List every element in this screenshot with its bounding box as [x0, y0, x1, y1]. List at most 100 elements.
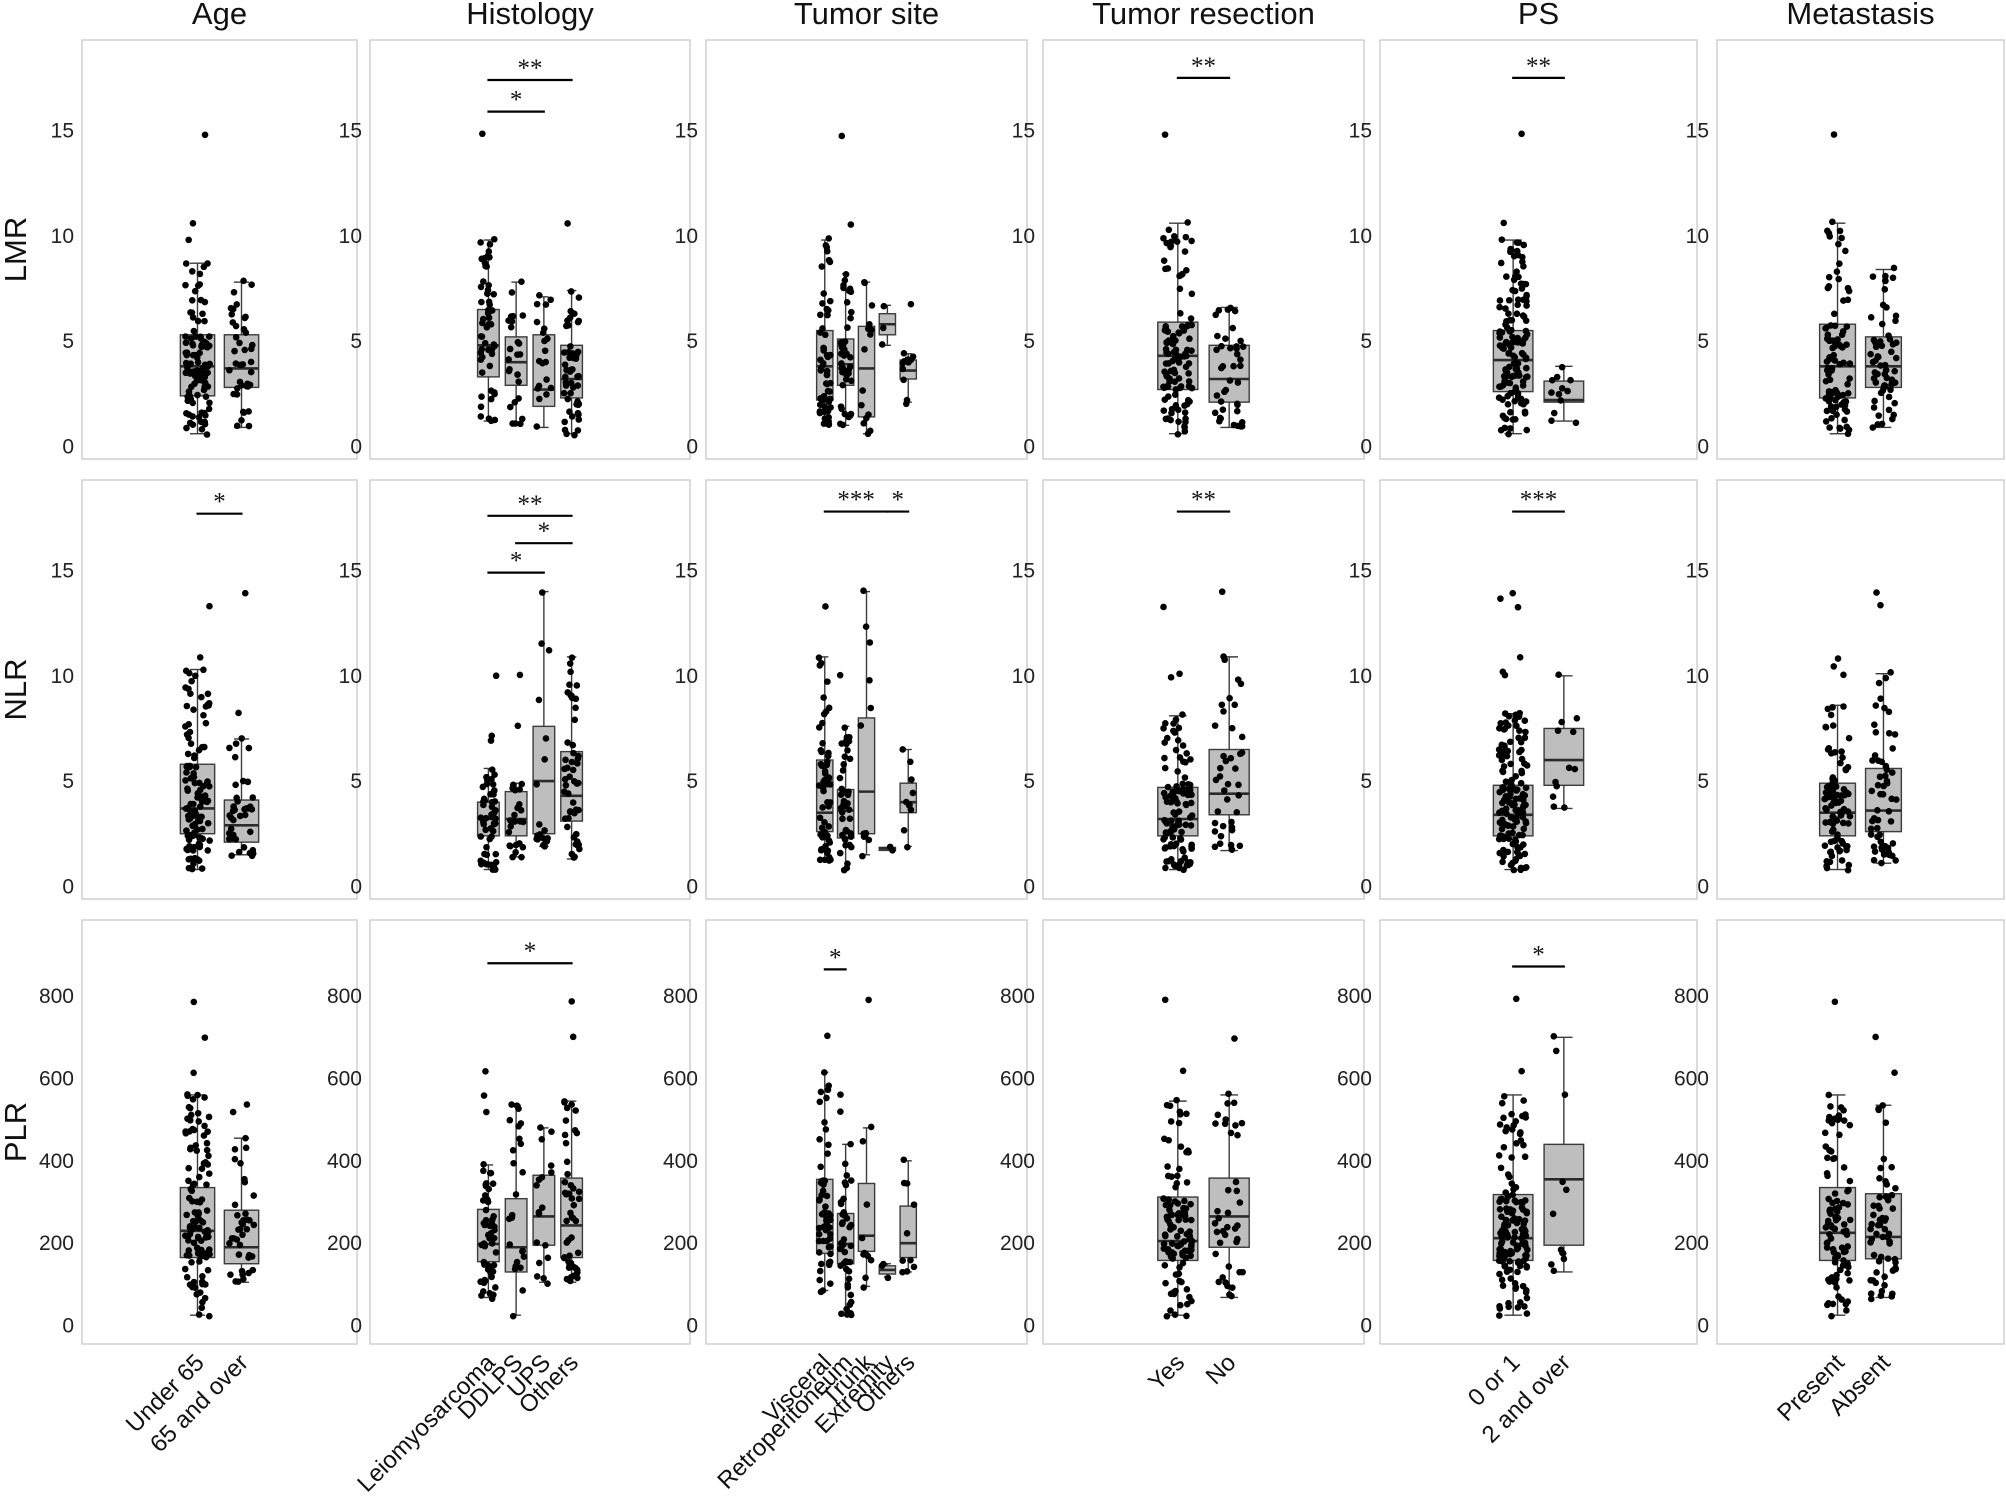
data-point — [191, 829, 198, 836]
data-point — [488, 1240, 496, 1247]
data-point — [910, 1263, 918, 1271]
data-point — [536, 292, 543, 299]
data-point — [195, 1173, 203, 1181]
data-point — [1514, 360, 1522, 367]
data-point — [183, 769, 190, 776]
data-point — [823, 1094, 830, 1102]
data-point — [478, 333, 486, 340]
data-point — [570, 749, 577, 757]
data-point — [483, 851, 491, 859]
data-point — [187, 309, 194, 316]
data-point — [535, 357, 543, 365]
data-point — [1224, 1209, 1232, 1217]
data-point — [1176, 1264, 1183, 1271]
data-point — [1221, 656, 1228, 664]
data-point — [1501, 710, 1509, 717]
data-point — [189, 413, 196, 420]
data-point — [1185, 378, 1193, 385]
data-point — [518, 415, 526, 423]
data-point — [1228, 823, 1236, 831]
data-point — [815, 1224, 823, 1232]
data-point — [1512, 1285, 1519, 1292]
data-point — [482, 262, 489, 270]
data-point — [1161, 739, 1168, 746]
data-point — [907, 300, 915, 308]
data-point — [574, 348, 582, 356]
data-point — [1508, 1154, 1515, 1161]
row-title: NLR — [0, 658, 33, 720]
data-point — [561, 815, 569, 823]
data-point — [1824, 1154, 1831, 1162]
data-point — [1882, 674, 1890, 682]
data-point — [198, 1304, 206, 1312]
data-point — [568, 1234, 575, 1241]
data-point — [201, 1094, 208, 1101]
data-point — [197, 296, 205, 304]
data-point — [1888, 1163, 1895, 1171]
data-point — [1233, 350, 1241, 358]
data-point — [245, 1251, 253, 1259]
data-point — [1879, 301, 1887, 309]
data-point — [480, 795, 488, 803]
data-point — [1235, 781, 1242, 789]
data-point — [816, 1276, 823, 1284]
data-point — [241, 589, 249, 597]
data-point — [1514, 1268, 1521, 1276]
data-point — [817, 311, 824, 319]
data-point — [508, 1101, 515, 1108]
data-point — [822, 1126, 830, 1133]
data-point — [1874, 807, 1881, 814]
data-point — [564, 220, 571, 227]
data-point — [1843, 789, 1851, 796]
data-point — [1840, 1164, 1848, 1171]
data-point — [1840, 703, 1847, 710]
data-point — [1887, 818, 1895, 825]
data-point — [1521, 734, 1529, 742]
data-point — [1183, 1148, 1190, 1156]
data-point — [1499, 786, 1507, 794]
data-point — [205, 333, 213, 340]
data-point — [185, 1247, 193, 1254]
data-point — [1171, 1311, 1179, 1318]
data-point — [1505, 722, 1512, 729]
data-point — [1836, 425, 1844, 433]
data-point — [1234, 1235, 1241, 1243]
data-point — [508, 1214, 516, 1221]
data-point — [1160, 1245, 1168, 1252]
data-point — [482, 814, 490, 822]
data-point — [1516, 653, 1524, 661]
data-point — [1885, 1230, 1893, 1238]
data-point — [1822, 723, 1829, 731]
data-point — [1230, 421, 1238, 429]
data-point — [569, 799, 577, 806]
data-point — [1878, 758, 1886, 766]
data-point — [483, 1108, 490, 1116]
panel-frame — [1042, 479, 1365, 900]
data-point — [1175, 861, 1183, 869]
data-point — [1182, 233, 1190, 241]
data-point — [1497, 1164, 1505, 1172]
data-point — [1501, 742, 1508, 749]
data-point — [239, 361, 247, 368]
data-point — [1881, 1273, 1888, 1281]
data-point — [1507, 344, 1515, 351]
data-point — [821, 828, 829, 836]
data-point — [1217, 398, 1225, 405]
data-point — [1168, 1249, 1176, 1256]
data-point — [868, 302, 876, 309]
data-point — [547, 1162, 555, 1169]
data-point — [1514, 296, 1522, 303]
data-point — [1171, 378, 1179, 385]
data-point — [818, 1260, 825, 1268]
box — [1543, 727, 1585, 787]
significance-label: * — [538, 518, 551, 545]
data-point — [480, 801, 487, 809]
data-point — [824, 387, 832, 395]
data-point — [186, 807, 194, 815]
data-point — [1518, 1067, 1525, 1075]
data-point — [860, 420, 867, 427]
data-point — [1171, 369, 1179, 377]
y-tick-label: 10 — [339, 665, 362, 688]
data-point — [478, 393, 485, 400]
data-point — [1846, 375, 1853, 382]
